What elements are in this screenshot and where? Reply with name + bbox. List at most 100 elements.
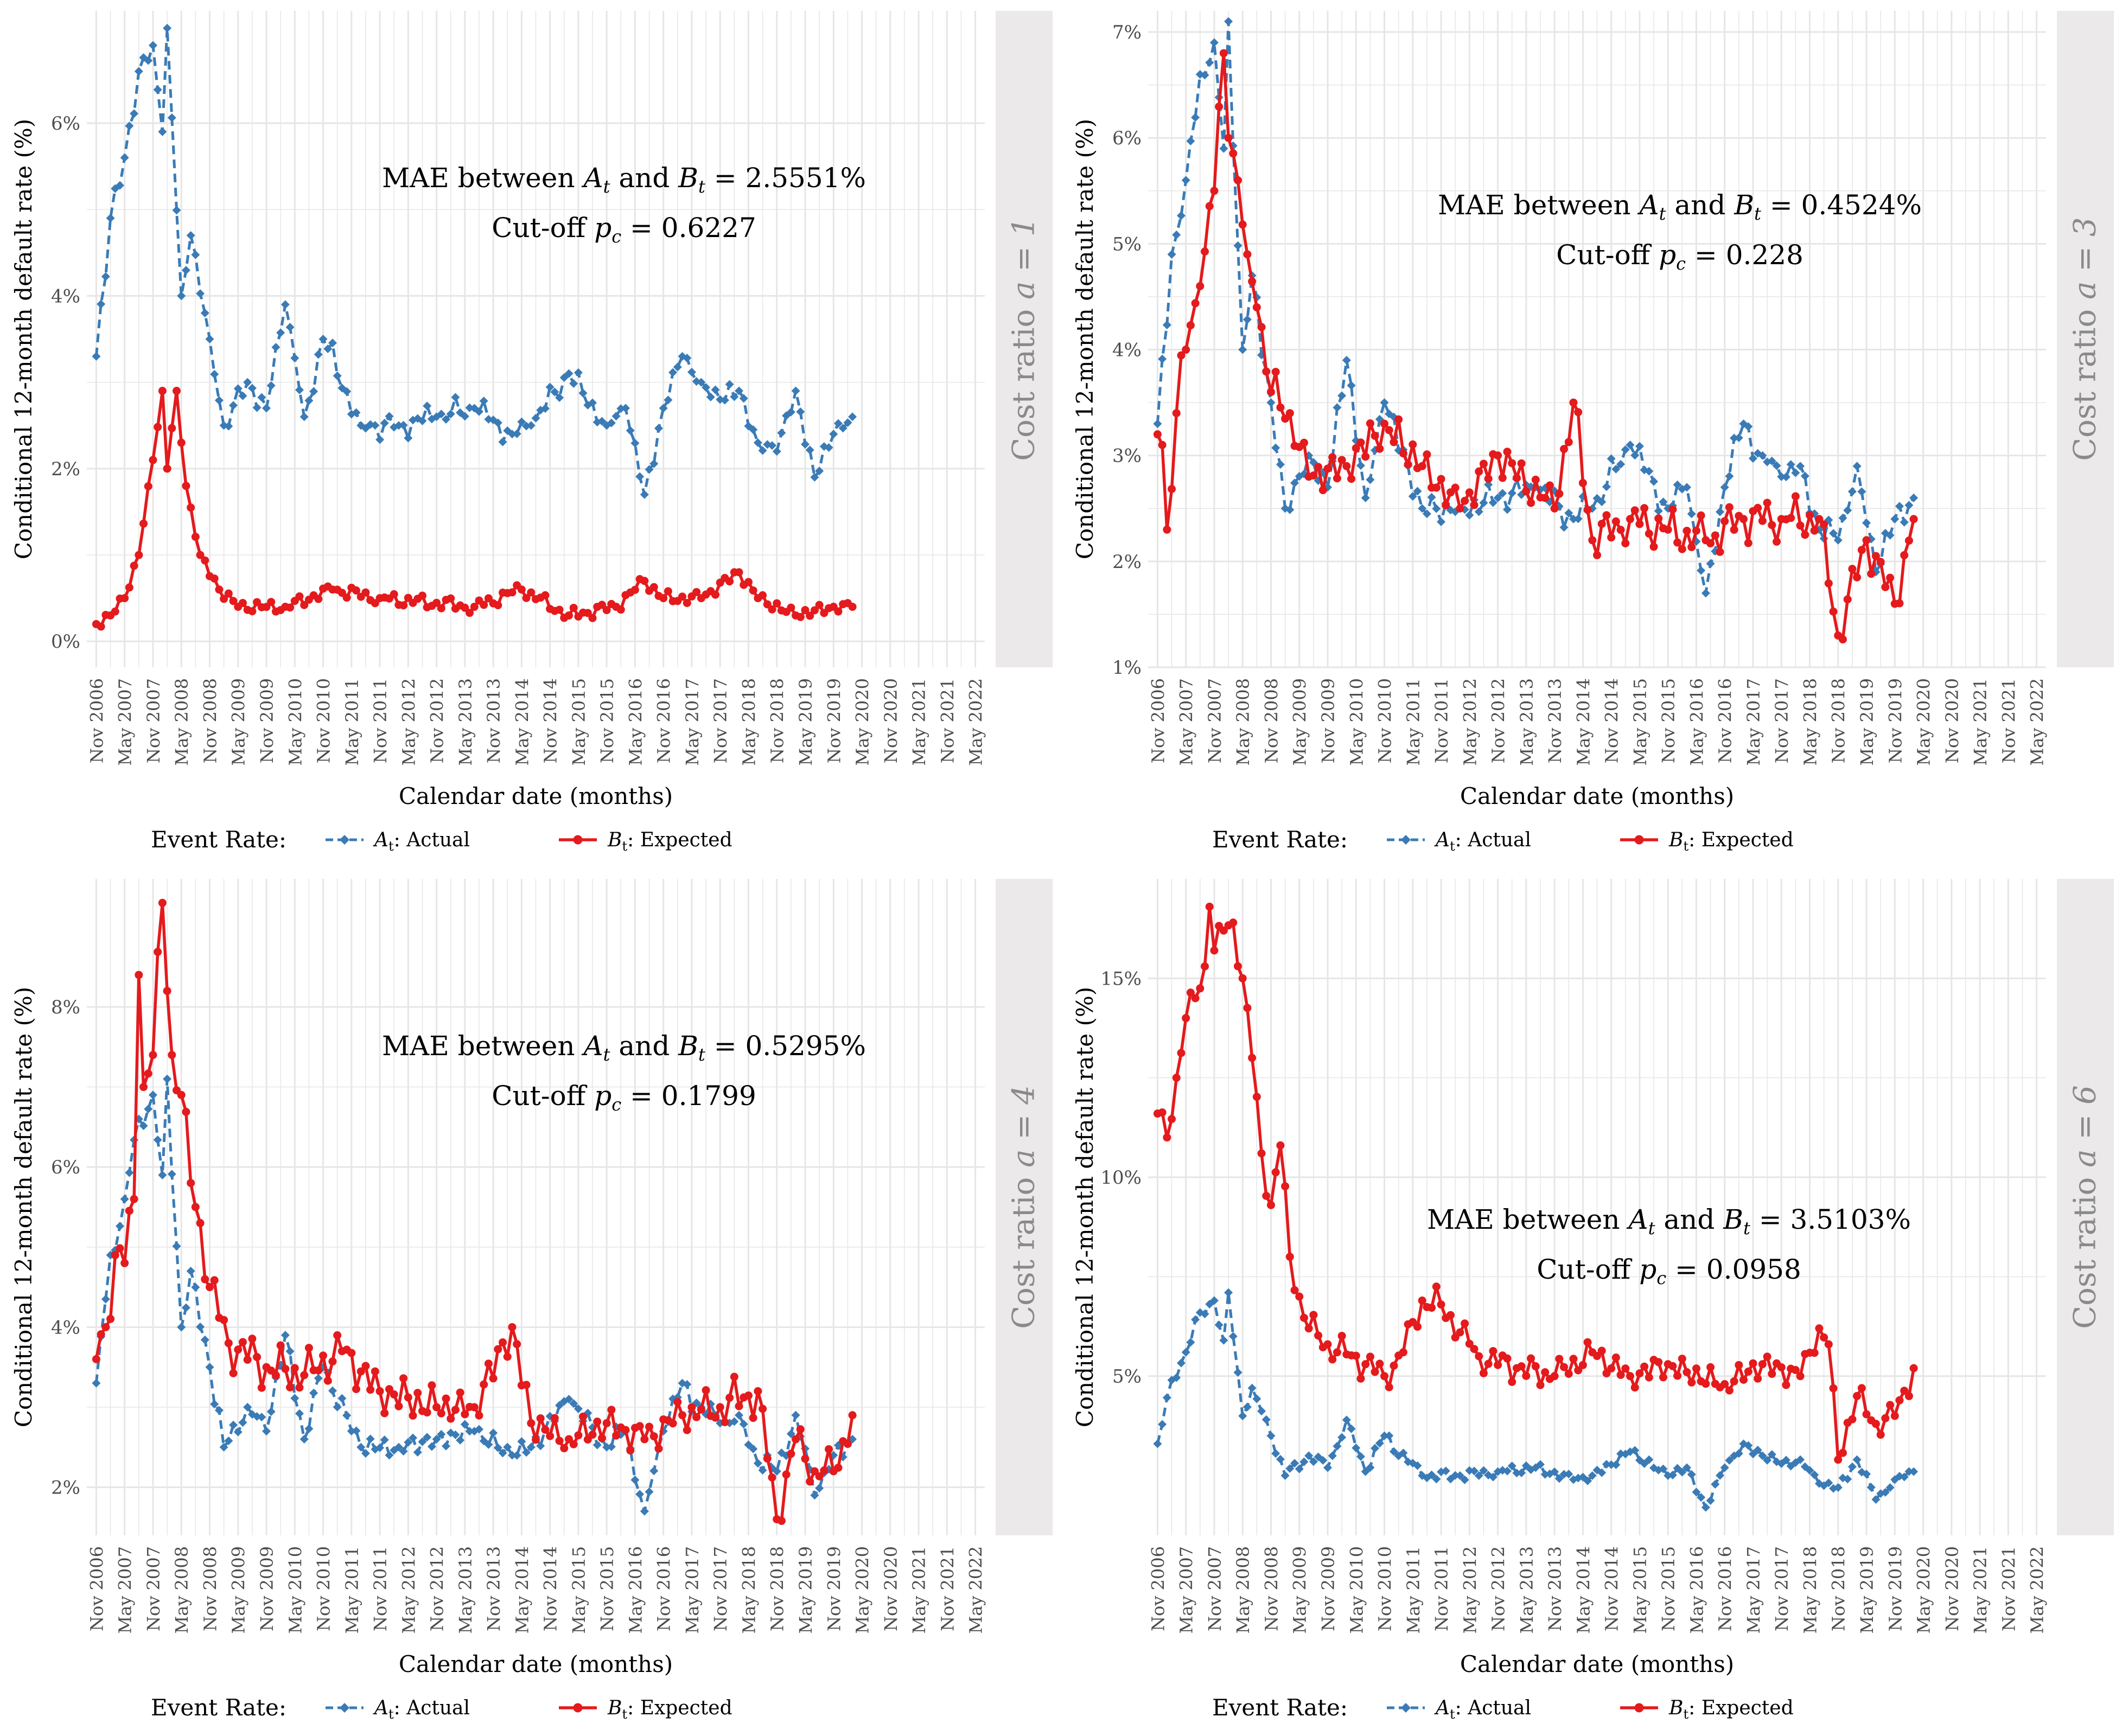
- data-point: [1904, 1392, 1913, 1400]
- data-point: [649, 1466, 659, 1476]
- data-point: [423, 401, 432, 411]
- data-point: [168, 1051, 176, 1060]
- data-point: [182, 1108, 190, 1116]
- legend-key-actual-marker: [340, 1703, 349, 1713]
- x-tick-label: May 2018: [738, 1546, 759, 1634]
- data-point: [1385, 1383, 1393, 1392]
- data-point: [1176, 211, 1186, 220]
- data-point: [257, 393, 266, 402]
- data-point: [1857, 487, 1866, 496]
- data-point: [1389, 1447, 1398, 1456]
- data-point: [588, 398, 597, 407]
- data-point: [371, 1367, 379, 1376]
- data-point: [205, 1283, 214, 1292]
- data-point: [1257, 350, 1266, 360]
- data-point: [1862, 518, 1871, 527]
- x-tick-label: Nov 2012: [1488, 1546, 1509, 1631]
- data-point: [503, 1352, 512, 1361]
- data-point: [186, 231, 195, 240]
- data-point: [97, 622, 105, 631]
- data-point: [749, 1444, 758, 1453]
- data-point: [555, 393, 564, 402]
- legend: Event Rate: At: Actual Bt: Expected: [151, 1694, 732, 1722]
- data-point: [640, 577, 649, 585]
- data-point: [1508, 1377, 1516, 1386]
- x-tick-label: May 2013: [455, 1546, 476, 1634]
- data-point: [172, 1242, 181, 1251]
- data-point: [1252, 1394, 1261, 1403]
- data-point: [267, 598, 276, 607]
- x-tick-label: May 2015: [1630, 678, 1651, 766]
- data-point: [1630, 1446, 1640, 1455]
- x-tick-label: Nov 2009: [1318, 678, 1339, 763]
- x-tick-label: Nov 2009: [257, 1546, 277, 1631]
- data-point: [295, 592, 304, 601]
- data-point: [1234, 962, 1242, 971]
- x-tick-label: May 2019: [1857, 1546, 1877, 1634]
- x-tick-label: Nov 2015: [597, 1546, 617, 1631]
- data-point: [1488, 498, 1497, 507]
- data-point: [1460, 1475, 1469, 1484]
- data-point: [573, 1404, 583, 1413]
- data-point: [125, 1168, 134, 1177]
- data-point: [1607, 454, 1616, 463]
- data-point: [428, 1381, 436, 1390]
- data-point: [1716, 547, 1724, 556]
- data-point: [144, 1105, 153, 1114]
- x-tick-label: May 2015: [569, 678, 589, 766]
- data-point: [1810, 526, 1819, 535]
- data-point: [678, 1378, 687, 1388]
- x-tick-label: May 2014: [1573, 678, 1594, 766]
- data-point: [1763, 499, 1771, 507]
- data-point: [134, 67, 143, 76]
- data-point: [1607, 1364, 1616, 1373]
- data-point: [153, 85, 162, 94]
- y-tick-label: 4%: [51, 285, 80, 307]
- x-tick-label: May 2009: [228, 678, 249, 766]
- data-point: [139, 519, 148, 528]
- data-point: [1215, 103, 1224, 111]
- data-point: [569, 1440, 578, 1448]
- data-point: [460, 1420, 469, 1429]
- cutoff-annotation: Cut-off pc = 0.1799: [492, 1080, 756, 1115]
- data-point: [1314, 463, 1323, 471]
- data-point: [616, 605, 625, 614]
- data-point: [640, 1507, 649, 1516]
- x-tick-label: May 2013: [1516, 678, 1537, 766]
- data-point: [1177, 351, 1186, 360]
- data-point: [1522, 1371, 1531, 1380]
- data-point: [1167, 250, 1176, 259]
- data-point: [1229, 149, 1238, 158]
- data-point: [1465, 510, 1474, 520]
- data-point: [522, 593, 531, 602]
- x-axis-title: Calendar date (months): [1460, 1651, 1734, 1677]
- data-point: [111, 607, 119, 616]
- data-point: [1541, 494, 1550, 502]
- data-point: [1602, 511, 1611, 520]
- data-point: [1461, 1319, 1469, 1328]
- data-point: [1531, 475, 1540, 484]
- mae-annotation: MAE between At and Bt = 2.5551%: [382, 162, 866, 197]
- x-tick-label: May 2020: [852, 678, 873, 766]
- data-point: [1659, 1464, 1668, 1473]
- data-point: [1895, 1396, 1904, 1405]
- data-point: [753, 438, 762, 448]
- data-point: [499, 1338, 507, 1346]
- data-point: [318, 335, 328, 343]
- data-point: [1432, 504, 1441, 513]
- data-point: [1352, 444, 1360, 452]
- data-point: [1673, 538, 1682, 547]
- data-point: [1385, 1431, 1394, 1440]
- data-point: [1295, 1292, 1304, 1301]
- data-point: [1787, 514, 1795, 522]
- data-point: [1328, 453, 1337, 462]
- data-point: [569, 379, 578, 388]
- data-point: [229, 1369, 238, 1377]
- x-axis-title: Calendar date (months): [399, 783, 673, 809]
- data-point: [1904, 537, 1913, 545]
- data-point: [1380, 1431, 1389, 1440]
- data-point: [266, 381, 276, 390]
- data-point: [1366, 419, 1374, 428]
- y-axis-title: Conditional 12-month default rate (%): [1072, 987, 1098, 1427]
- x-tick-label: May 2013: [455, 678, 476, 766]
